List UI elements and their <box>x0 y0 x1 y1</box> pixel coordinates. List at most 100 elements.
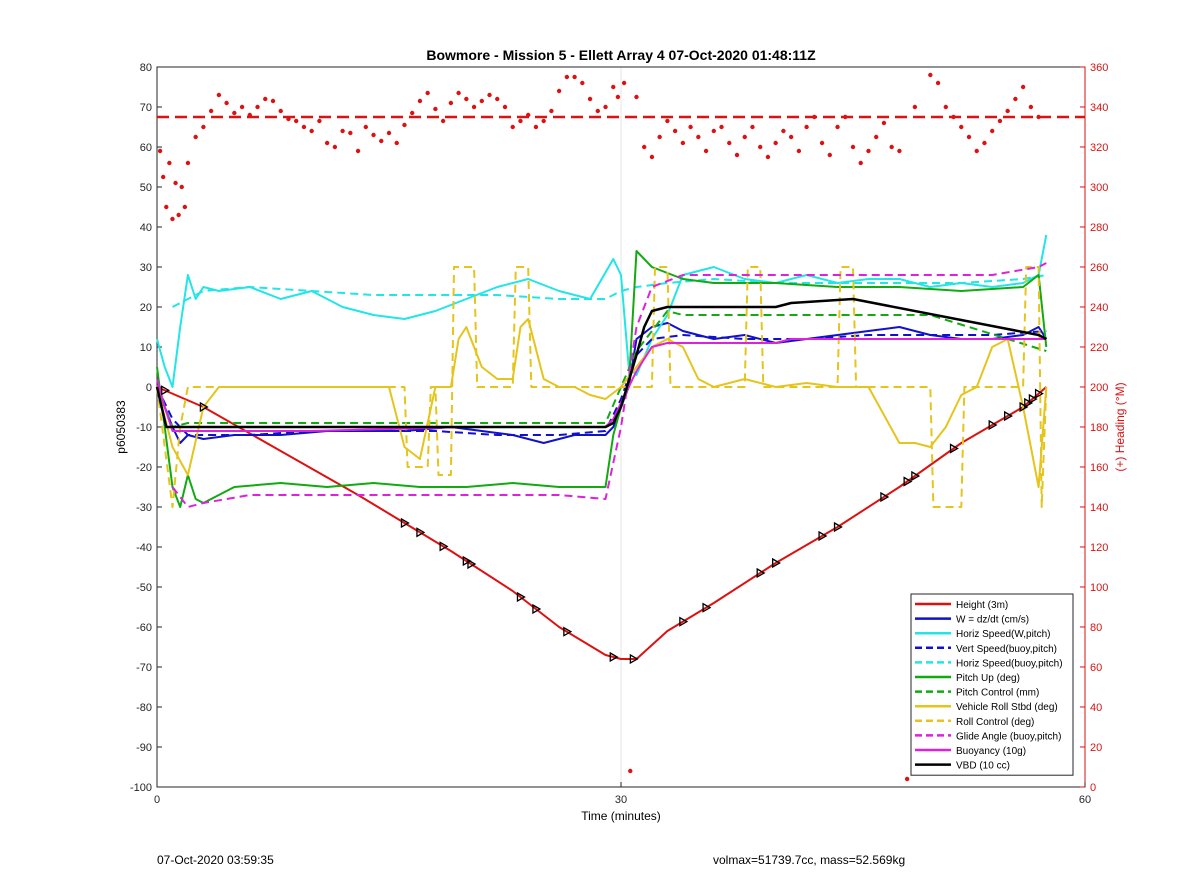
heading-point <box>621 80 627 86</box>
plot-area: -100-90-80-70-60-50-40-30-20-10010203040… <box>130 62 1108 806</box>
legend-label: Horiz Speed(buoy,pitch) <box>956 658 1063 669</box>
heading-point <box>471 104 477 110</box>
heading-point <box>556 88 562 94</box>
y-tick-label: -80 <box>136 702 152 714</box>
height-marker <box>439 541 449 552</box>
heading-point <box>742 134 747 140</box>
heading-point <box>410 110 415 116</box>
y2-tick-label: 160 <box>1090 462 1108 474</box>
y2-tick-label: 280 <box>1090 222 1108 234</box>
y-tick-label: 60 <box>140 142 152 154</box>
heading-point <box>866 148 871 154</box>
heading-point <box>935 80 941 86</box>
heading-point <box>440 118 446 124</box>
y-axis-label: p6050383 <box>114 400 128 454</box>
heading-point <box>788 134 794 140</box>
heading-point <box>874 134 879 140</box>
heading-point <box>216 92 222 98</box>
heading-point <box>1036 114 1041 120</box>
heading-point <box>193 134 198 140</box>
heading-point <box>904 776 910 782</box>
height-marker <box>1019 401 1029 413</box>
y2-tick-label: 0 <box>1090 782 1096 794</box>
heading-point <box>804 124 809 130</box>
y-tick-label: 10 <box>140 342 152 354</box>
y-tick-label: -10 <box>136 422 152 434</box>
heading-point <box>160 174 166 180</box>
heading-point <box>247 112 252 118</box>
heading-point <box>510 124 515 130</box>
heading-point <box>487 92 492 98</box>
x-tick-label: 60 <box>1079 794 1091 806</box>
legend: Height (3m) W = dz/dt (cm/s) Horiz Speed(W… <box>910 593 1074 776</box>
heading-point <box>835 124 840 130</box>
heading-point <box>208 108 214 114</box>
heading-point <box>541 118 546 124</box>
heading-point <box>363 124 368 130</box>
legend-label: VBD (10 cc) <box>956 761 1010 772</box>
heading-point <box>348 130 353 136</box>
legend-label: Height (3m) <box>956 600 1008 611</box>
heading-point <box>990 128 995 134</box>
height-marker <box>629 653 639 665</box>
legend-label: Glide Angle (buoy,pitch) <box>956 731 1061 742</box>
heading-point <box>672 128 678 134</box>
y-tick-label: -30 <box>136 502 152 514</box>
height-marker <box>903 476 913 487</box>
series-line-4 <box>172 274 1047 308</box>
heading-point <box>182 204 188 210</box>
heading-point <box>580 80 585 86</box>
heading-point <box>173 180 178 186</box>
y2-tick-label: 180 <box>1090 422 1108 434</box>
y2-tick-label: 300 <box>1090 182 1108 194</box>
heading-point <box>464 96 469 102</box>
series-line-2 <box>156 234 1048 388</box>
y2-tick-label: 60 <box>1090 662 1102 674</box>
y-tick-label: -70 <box>136 662 152 674</box>
legend-label: Vert Speed(buoy,pitch) <box>956 644 1057 655</box>
heading-point <box>587 96 593 102</box>
legend-label: Roll Control (deg) <box>956 717 1034 728</box>
series-line-5 <box>156 250 1048 508</box>
heading-point <box>1020 84 1026 90</box>
heading-point <box>170 216 175 222</box>
heading-point <box>1028 104 1034 110</box>
heading-point <box>649 154 655 160</box>
heading-point <box>167 160 172 166</box>
legend-label: Pitch Control (mm) <box>956 688 1039 699</box>
x-tick-label: 30 <box>615 794 627 806</box>
heading-point <box>456 90 461 96</box>
y-tick-label: 30 <box>140 262 152 274</box>
series-line-10 <box>156 338 1047 432</box>
heading-point <box>179 184 184 190</box>
height-marker <box>467 558 477 570</box>
y-tick-label: -50 <box>136 582 152 594</box>
heading-point <box>301 124 307 130</box>
heading-point <box>1013 96 1018 102</box>
heading-point <box>781 128 786 134</box>
heading-point <box>502 104 508 110</box>
y2-tick-label: 240 <box>1090 302 1108 314</box>
height-marker <box>1004 410 1013 422</box>
series-line-3 <box>156 330 1047 436</box>
heading-point <box>402 122 407 128</box>
heading-point <box>448 100 454 106</box>
heading-point <box>164 204 169 210</box>
height-marker <box>818 530 828 542</box>
series-line-6 <box>156 310 1047 428</box>
heading-point <box>386 130 392 136</box>
y-tick-label: 0 <box>146 382 152 394</box>
heading-point <box>997 118 1003 124</box>
legend-label: Buoyancy (10g) <box>956 746 1026 757</box>
heading-point <box>657 134 662 140</box>
heading-point <box>479 98 484 104</box>
y2-tick-label: 340 <box>1090 102 1108 114</box>
heading-point <box>897 148 902 154</box>
heading-point <box>157 148 163 154</box>
y2-tick-label: 100 <box>1090 582 1108 594</box>
heading-point <box>433 106 438 112</box>
heading-point <box>239 104 245 110</box>
height-marker <box>416 527 426 538</box>
heading-point <box>324 140 330 146</box>
